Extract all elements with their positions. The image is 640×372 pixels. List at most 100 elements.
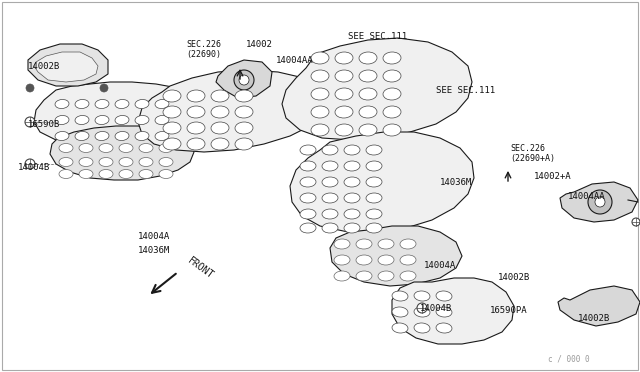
Text: SEC.226: SEC.226 — [186, 40, 221, 49]
Text: 14004B: 14004B — [420, 304, 452, 313]
Text: SEC.226: SEC.226 — [510, 144, 545, 153]
Ellipse shape — [400, 271, 416, 281]
Polygon shape — [282, 38, 472, 140]
Ellipse shape — [135, 131, 149, 141]
Ellipse shape — [75, 131, 89, 141]
Ellipse shape — [311, 106, 329, 118]
Ellipse shape — [366, 145, 382, 155]
Ellipse shape — [211, 138, 229, 150]
Ellipse shape — [344, 161, 360, 171]
Ellipse shape — [235, 90, 253, 102]
Ellipse shape — [59, 144, 73, 153]
Ellipse shape — [99, 144, 113, 153]
Text: 14002B: 14002B — [498, 273, 531, 282]
Ellipse shape — [187, 138, 205, 150]
Ellipse shape — [300, 177, 316, 187]
Ellipse shape — [311, 70, 329, 82]
Ellipse shape — [155, 99, 169, 109]
Ellipse shape — [334, 255, 350, 265]
Ellipse shape — [334, 271, 350, 281]
Ellipse shape — [163, 106, 181, 118]
Polygon shape — [290, 132, 474, 232]
Ellipse shape — [187, 90, 205, 102]
Ellipse shape — [378, 271, 394, 281]
Circle shape — [588, 190, 612, 214]
Ellipse shape — [159, 170, 173, 179]
Ellipse shape — [119, 170, 133, 179]
Text: 14002: 14002 — [246, 40, 273, 49]
Ellipse shape — [335, 70, 353, 82]
Ellipse shape — [322, 209, 338, 219]
Ellipse shape — [392, 291, 408, 301]
Ellipse shape — [311, 124, 329, 136]
Ellipse shape — [59, 157, 73, 167]
Polygon shape — [392, 278, 514, 344]
Ellipse shape — [79, 144, 93, 153]
Ellipse shape — [359, 106, 377, 118]
Ellipse shape — [400, 255, 416, 265]
Polygon shape — [138, 70, 326, 152]
Ellipse shape — [95, 131, 109, 141]
Ellipse shape — [155, 131, 169, 141]
Ellipse shape — [139, 170, 153, 179]
Circle shape — [632, 218, 640, 226]
Text: 14004A: 14004A — [138, 232, 170, 241]
Ellipse shape — [59, 170, 73, 179]
Ellipse shape — [359, 88, 377, 100]
Circle shape — [595, 197, 605, 207]
Ellipse shape — [436, 323, 452, 333]
Text: c / 000 0: c / 000 0 — [548, 354, 590, 363]
Circle shape — [25, 117, 35, 127]
Ellipse shape — [335, 88, 353, 100]
Ellipse shape — [359, 70, 377, 82]
Text: 14004B: 14004B — [18, 163, 51, 172]
Ellipse shape — [436, 291, 452, 301]
Ellipse shape — [139, 144, 153, 153]
Ellipse shape — [344, 177, 360, 187]
Polygon shape — [330, 226, 462, 286]
Circle shape — [417, 303, 427, 313]
Ellipse shape — [344, 145, 360, 155]
Ellipse shape — [300, 193, 316, 203]
Ellipse shape — [378, 255, 394, 265]
Text: 14002B: 14002B — [578, 314, 611, 323]
Circle shape — [234, 70, 254, 90]
Text: 14004AA: 14004AA — [568, 192, 605, 201]
Ellipse shape — [366, 177, 382, 187]
Ellipse shape — [119, 157, 133, 167]
Ellipse shape — [344, 223, 360, 233]
Circle shape — [239, 75, 249, 85]
Ellipse shape — [335, 52, 353, 64]
Text: 16590PA: 16590PA — [490, 306, 527, 315]
Text: 14036M: 14036M — [138, 246, 170, 255]
Polygon shape — [216, 60, 272, 98]
Polygon shape — [34, 52, 98, 82]
Ellipse shape — [115, 99, 129, 109]
Text: 14004A: 14004A — [424, 261, 456, 270]
Ellipse shape — [79, 157, 93, 167]
Ellipse shape — [95, 115, 109, 125]
Ellipse shape — [235, 138, 253, 150]
Ellipse shape — [356, 239, 372, 249]
Ellipse shape — [344, 209, 360, 219]
Ellipse shape — [400, 239, 416, 249]
Ellipse shape — [392, 307, 408, 317]
Ellipse shape — [366, 193, 382, 203]
Ellipse shape — [322, 177, 338, 187]
Ellipse shape — [139, 157, 153, 167]
Ellipse shape — [414, 291, 430, 301]
Ellipse shape — [359, 124, 377, 136]
Ellipse shape — [159, 157, 173, 167]
Ellipse shape — [55, 115, 69, 125]
Circle shape — [25, 159, 35, 169]
Text: 14036M: 14036M — [440, 178, 472, 187]
Ellipse shape — [79, 170, 93, 179]
Ellipse shape — [163, 90, 181, 102]
Ellipse shape — [383, 70, 401, 82]
Ellipse shape — [95, 99, 109, 109]
Text: (22690+A): (22690+A) — [510, 154, 555, 163]
Polygon shape — [50, 126, 194, 180]
Ellipse shape — [344, 193, 360, 203]
Ellipse shape — [235, 122, 253, 134]
Circle shape — [26, 84, 34, 92]
